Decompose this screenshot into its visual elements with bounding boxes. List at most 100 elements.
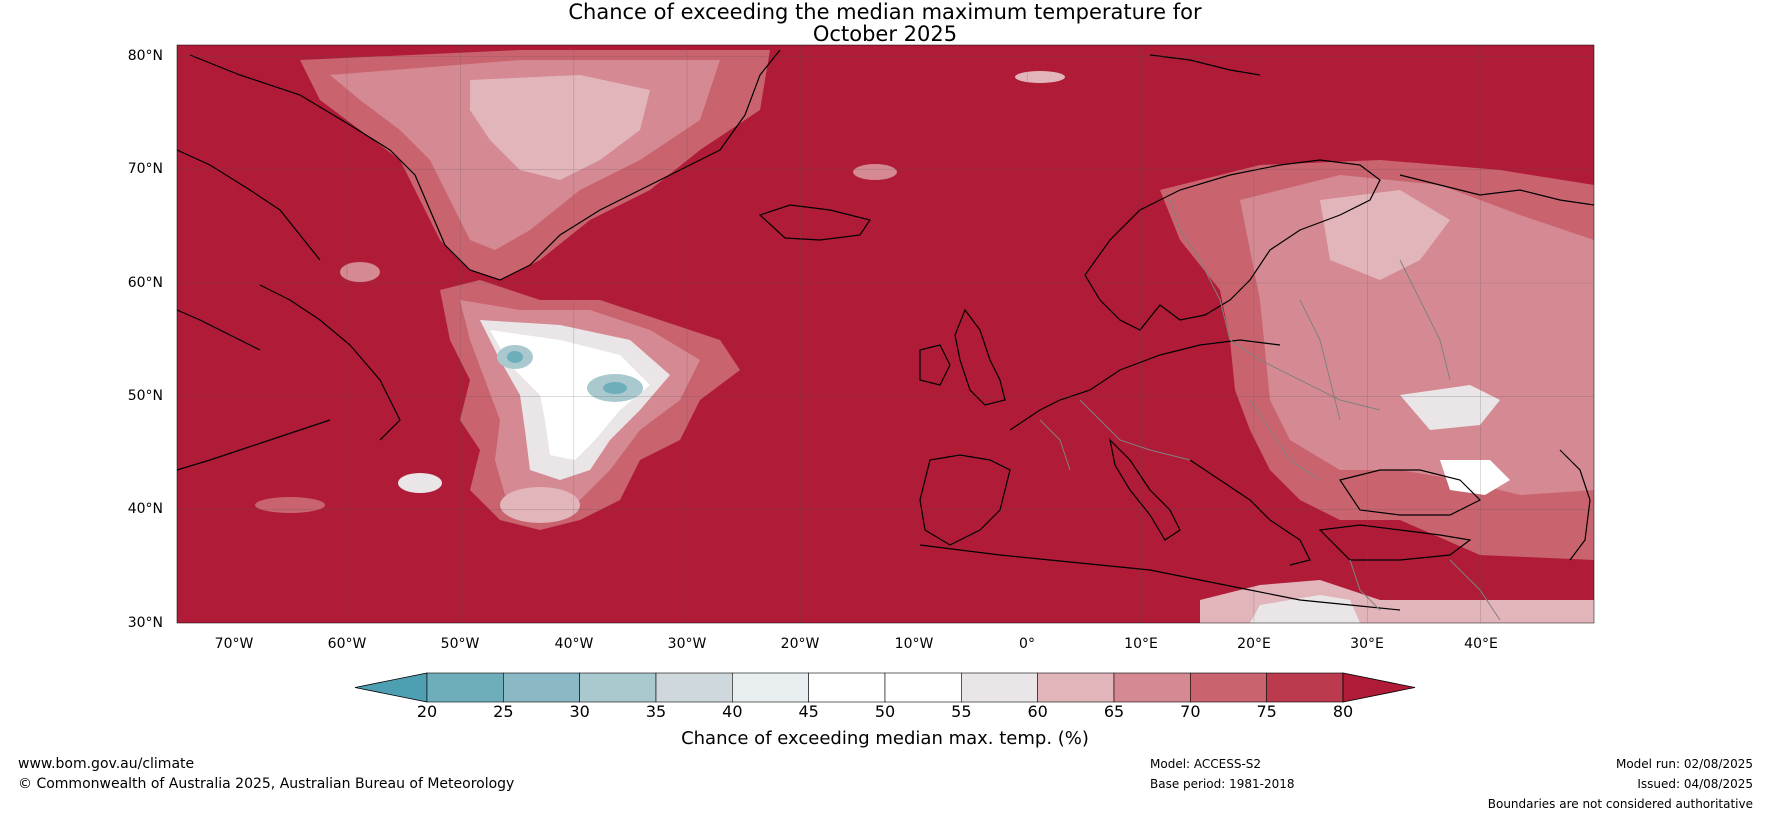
lat-label-50n: 50°N	[127, 388, 163, 404]
colorbar-segment-30-35	[579, 672, 657, 703]
colorbar-segment-70-75	[1190, 672, 1267, 703]
colorbar-segment-20-25	[426, 672, 504, 703]
arctic-russia-coast	[1399, 174, 1594, 206]
colorbar-tick-45: 45	[798, 702, 819, 721]
colorbar-tick-50: 50	[874, 702, 896, 721]
svalbard-coast	[1149, 54, 1261, 76]
colorbar-tick-80: 80	[1332, 702, 1354, 721]
lat-label-70n: 70°N	[127, 161, 163, 177]
baffin-coast	[177, 149, 321, 261]
lon-label-50w: 50°W	[440, 636, 480, 652]
atlantic-south-patch	[500, 487, 580, 523]
border-2	[1229, 339, 1381, 411]
colorbar-segment-60-65	[1037, 672, 1115, 703]
border-3	[1079, 399, 1191, 461]
colorbar-segment-25-30	[503, 672, 580, 703]
black-sea-light	[1400, 385, 1500, 430]
lon-label-10e: 10°E	[1124, 636, 1158, 652]
balkans-coast	[1189, 459, 1311, 566]
country-borders	[1039, 199, 1501, 621]
colorbar-segment-55-60	[961, 672, 1038, 703]
ireland-coast	[919, 344, 951, 386]
lon-label-40w: 40°W	[554, 636, 594, 652]
lat-label-40n: 40°N	[127, 501, 163, 517]
colorbar-segment-75-80	[1266, 672, 1344, 703]
map-subtitle: October 2025	[812, 22, 958, 46]
colorbar-tick-75: 75	[1256, 702, 1277, 721]
lon-label-70w: 70°W	[214, 636, 254, 652]
colorbar-extend-low	[354, 672, 428, 703]
footer-model-run: Model run: 02/08/2025	[1615, 757, 1753, 771]
lon-label-0: 0°	[1019, 636, 1035, 652]
colorbar-tick-30: 30	[569, 702, 590, 721]
middle-east-white	[1250, 595, 1360, 623]
greenland-region-core	[470, 75, 650, 180]
coastlines	[177, 49, 1594, 611]
colorbar-tick-40: 40	[722, 702, 743, 721]
lon-label-20e: 20°E	[1237, 636, 1271, 652]
footer-disclaimer: Boundaries are not considered authoritat…	[1487, 797, 1753, 811]
europe-anomaly-mid	[1240, 175, 1594, 495]
colorbar-segment-40-45	[732, 672, 809, 703]
graticule	[177, 45, 1594, 623]
lon-label-20w: 20°W	[780, 636, 820, 652]
greenland-coast	[189, 49, 781, 281]
border-6	[1399, 259, 1451, 381]
footer-website: www.bom.gov.au/climate	[18, 756, 195, 772]
west-atlantic-patch-2	[255, 497, 325, 513]
lat-label-30n: 30°N	[127, 615, 163, 631]
atlantic-cool-center-1	[507, 351, 523, 363]
border-8	[1349, 559, 1381, 611]
colorbar-label: Chance of exceeding median max. temp. (%…	[681, 728, 1089, 749]
colorbar-tick-65: 65	[1103, 702, 1125, 721]
iceland-coast	[758, 204, 871, 241]
border-9	[1449, 559, 1501, 621]
labrador-coast	[259, 284, 401, 441]
caspian-white	[1440, 460, 1510, 495]
colorbar-tick-35: 35	[645, 702, 667, 721]
atlantic-cool-center-2	[603, 382, 627, 394]
colorbar-segment-65-70	[1113, 672, 1191, 703]
scandinavia-coast	[1084, 159, 1381, 331]
colorbar-tick-55: 55	[951, 702, 972, 721]
lon-label-40e: 40°E	[1464, 636, 1498, 652]
border-7	[1039, 419, 1071, 471]
labrador-patch	[340, 262, 380, 282]
map-frame	[176, 44, 1595, 624]
caspian-coast	[1559, 449, 1591, 561]
colorbar-segment-50-55	[884, 672, 962, 703]
footer-issued: Issued: 04/08/2025	[1637, 777, 1753, 791]
footer-copyright: © Commonwealth of Australia 2025, Austra…	[18, 776, 515, 792]
border-5	[1299, 299, 1341, 421]
hudson-coast	[177, 309, 261, 351]
iberia-coast	[919, 454, 1011, 546]
britain-coast	[954, 308, 1006, 406]
west-atlantic-patch	[398, 473, 442, 493]
colorbar-segment-45-50	[808, 672, 886, 703]
colorbar-extend-high	[1342, 672, 1416, 703]
black-sea-coast	[1339, 469, 1482, 516]
iceland-sea-patch	[853, 164, 897, 180]
lat-label-60n: 60°N	[127, 275, 163, 291]
border-1	[1169, 199, 1231, 341]
border-4	[1249, 399, 1321, 481]
turkey-coast	[1318, 524, 1472, 561]
europe-coast	[1009, 339, 1281, 431]
lon-label-60w: 60°W	[327, 636, 367, 652]
colorbar-tick-60: 60	[1027, 702, 1048, 721]
footer-base-period: Base period: 1981-2018	[1150, 777, 1295, 791]
arctic-patch	[1015, 71, 1065, 83]
lon-label-30w: 30°W	[667, 636, 707, 652]
colorbar-segment-35-40	[655, 672, 733, 703]
italy-coast	[1109, 438, 1181, 541]
north-america-coast	[177, 419, 331, 471]
colorbar	[354, 672, 1416, 703]
lon-label-10w: 10°W	[894, 636, 934, 652]
colorbar-tick-25: 25	[493, 702, 514, 721]
lat-label-80n: 80°N	[127, 48, 163, 64]
lon-label-30e: 30°E	[1350, 636, 1384, 652]
map-title: Chance of exceeding the median maximum t…	[568, 0, 1202, 24]
probability-field	[255, 50, 1594, 623]
